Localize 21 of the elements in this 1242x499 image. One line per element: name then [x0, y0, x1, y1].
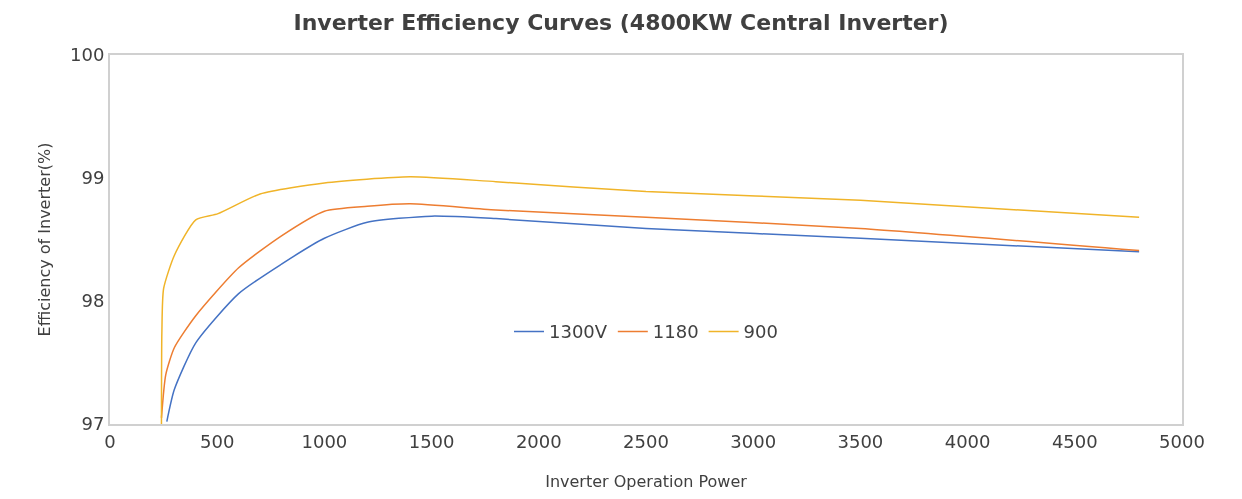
x-tick-label: 3500 [837, 430, 884, 452]
x-tick-label: 3000 [730, 430, 777, 452]
y-tick-label: 100 [70, 44, 105, 66]
y-tick-label: 99 [81, 167, 105, 189]
x-tick-label: 0 [104, 430, 116, 452]
x-tick-label: 2500 [623, 430, 669, 452]
x-tick-label: 2000 [515, 430, 562, 452]
legend-label: 1300V [549, 321, 608, 343]
chart-title: Inverter Efficiency Curves (4800KW Central Inverter) [293, 10, 949, 36]
x-tick-label: 500 [200, 430, 235, 452]
x-tick-label: 4500 [1051, 430, 1098, 452]
y-tick-label: 98 [81, 290, 105, 312]
x-tick-label: 5000 [1159, 430, 1205, 452]
x-axis-title: Inverter Operation Power [545, 471, 748, 491]
legend-label: 900 [743, 321, 778, 343]
x-tick-label: 1500 [408, 430, 455, 452]
y-tick-label: 97 [81, 413, 105, 435]
x-tick-label: 1000 [301, 430, 348, 452]
legend-label: 1180 [652, 321, 699, 343]
y-axis-title: Efficiency of Inverter(%) [35, 142, 55, 337]
x-tick-label: 4000 [944, 430, 991, 452]
